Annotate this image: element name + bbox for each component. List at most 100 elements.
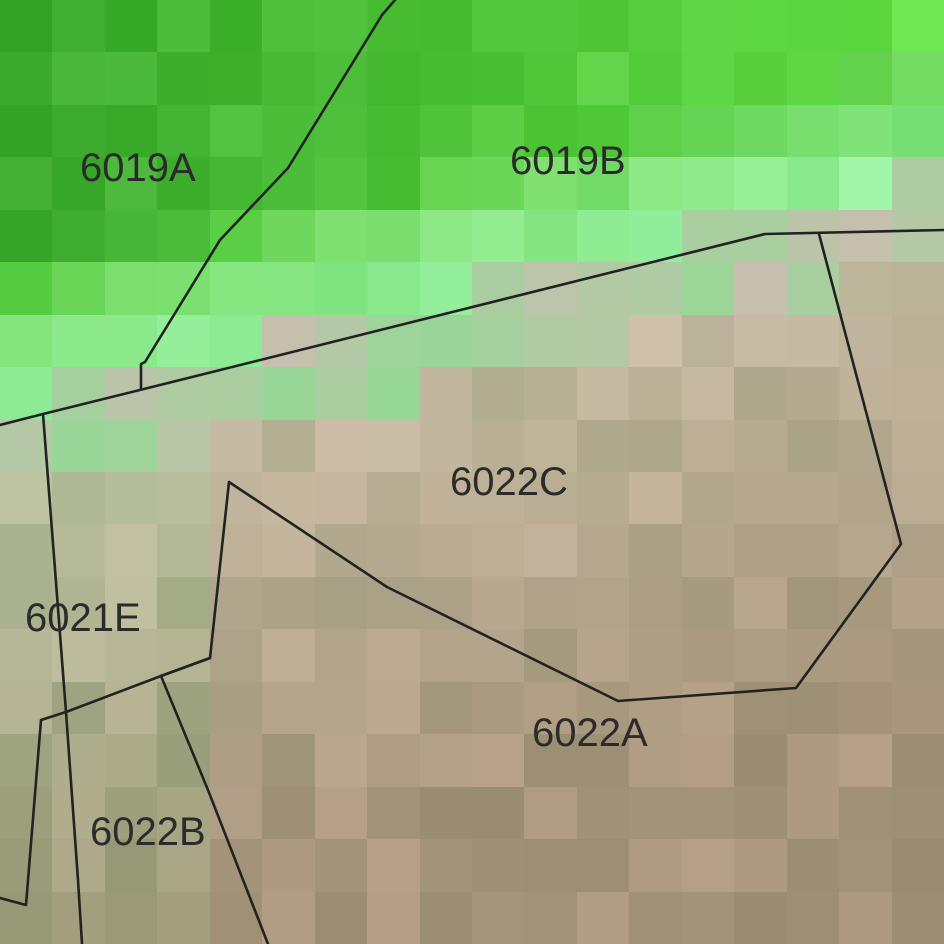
raster-cell — [734, 524, 787, 577]
raster-cell — [576, 157, 630, 210]
raster-cell — [786, 0, 840, 53]
raster-cell — [734, 314, 787, 368]
raster-cell — [891, 681, 944, 735]
raster-cell — [209, 0, 263, 53]
raster-cell — [367, 839, 420, 892]
raster-cell — [471, 104, 525, 158]
raster-cell — [209, 314, 263, 368]
raster-cell — [629, 209, 682, 263]
raster-cell — [471, 629, 525, 682]
raster-cell — [262, 891, 315, 944]
raster-cell — [104, 891, 158, 944]
raster-cell — [367, 367, 420, 420]
raster-cell — [419, 471, 472, 525]
raster-cell — [524, 839, 577, 892]
raster-cell — [209, 734, 263, 787]
raster-cell — [576, 209, 630, 263]
raster-cell — [786, 314, 840, 368]
raster-cell — [629, 681, 682, 735]
raster-cell — [786, 209, 840, 263]
raster-cell — [681, 839, 735, 892]
raster-cell — [681, 629, 735, 682]
parcel-label-6019b[interactable]: 6019B — [510, 139, 626, 183]
raster-cell — [52, 471, 105, 525]
raster-cell — [157, 0, 210, 53]
raster-cell — [524, 209, 577, 263]
raster-cell — [367, 52, 420, 105]
raster-cell — [471, 576, 525, 630]
raster-cell — [262, 209, 315, 263]
raster-cell — [524, 367, 577, 420]
raster-cell — [576, 629, 630, 682]
boundary-6019a-6019b — [139, 0, 397, 390]
raster-cell — [104, 104, 158, 158]
raster-cell — [52, 157, 105, 210]
raster-cell — [262, 367, 315, 420]
raster-cell — [786, 262, 840, 315]
raster-cell — [524, 314, 577, 368]
raster-cell — [576, 104, 630, 158]
raster-cell — [419, 419, 472, 472]
raster-cell — [157, 891, 210, 944]
raster-cell — [314, 839, 368, 892]
raster-cell — [471, 0, 525, 53]
raster-cell — [576, 52, 630, 105]
raster-cell — [891, 524, 944, 577]
raster-cell — [419, 891, 472, 944]
raster-cell — [681, 157, 735, 210]
raster-cell — [891, 104, 944, 158]
parcel-label-6021e[interactable]: 6021E — [25, 596, 141, 640]
raster-cell — [314, 734, 368, 787]
raster-cell — [419, 524, 472, 577]
raster-cell — [104, 419, 158, 472]
raster-cell — [734, 419, 787, 472]
raster-cell — [0, 839, 53, 892]
raster-cell — [524, 524, 577, 577]
raster-cell — [471, 786, 525, 840]
raster-cell — [52, 786, 105, 840]
raster-cell — [419, 367, 472, 420]
raster-cell — [262, 681, 315, 735]
raster-cell — [0, 157, 53, 210]
raster-cell — [681, 891, 735, 944]
raster-cell — [681, 786, 735, 840]
raster-cell — [576, 419, 630, 472]
raster-cell — [681, 367, 735, 420]
raster-cell — [367, 209, 420, 263]
parcel-label-6022c[interactable]: 6022C — [450, 460, 568, 504]
raster-cell — [157, 576, 210, 630]
parcel-label-6019a[interactable]: 6019A — [80, 146, 196, 190]
raster-cell — [786, 524, 840, 577]
raster-cell — [157, 734, 210, 787]
raster-cell — [681, 419, 735, 472]
raster-cell — [629, 419, 682, 472]
raster-cell — [104, 52, 158, 105]
raster-cell — [524, 786, 577, 840]
raster-cell — [157, 314, 210, 368]
parcel-label-6022a[interactable]: 6022A — [532, 711, 648, 755]
raster-cell — [52, 0, 105, 53]
raster-cell — [471, 157, 525, 210]
raster-cell — [629, 471, 682, 525]
raster-cell — [524, 0, 577, 53]
raster-cell — [367, 786, 420, 840]
raster-cell — [157, 209, 210, 263]
raster-cell — [629, 157, 682, 210]
raster-cell — [52, 209, 105, 263]
raster-cell — [52, 262, 105, 315]
parcel-label-6022b[interactable]: 6022B — [90, 810, 206, 854]
raster-cell — [209, 367, 263, 420]
raster-cell — [314, 52, 368, 105]
raster-cell — [157, 52, 210, 105]
raster-cell — [629, 839, 682, 892]
raster-cell — [367, 734, 420, 787]
raster-cell — [786, 367, 840, 420]
raster-cell — [629, 524, 682, 577]
raster-cell — [629, 262, 682, 315]
raster-cell — [629, 52, 682, 105]
raster-cell — [734, 157, 787, 210]
raster-cell — [262, 52, 315, 105]
raster-cell — [104, 209, 158, 263]
raster-cell — [734, 0, 787, 53]
